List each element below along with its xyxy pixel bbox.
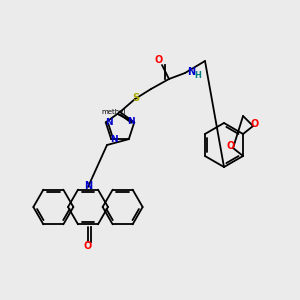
Text: N: N	[128, 117, 135, 126]
Text: methyl: methyl	[101, 110, 125, 116]
Text: H: H	[194, 71, 201, 80]
Text: S: S	[132, 93, 140, 103]
Text: N: N	[110, 135, 118, 144]
Text: O: O	[155, 55, 163, 65]
Text: O: O	[251, 119, 259, 129]
Text: N: N	[84, 181, 92, 191]
Text: N: N	[187, 67, 195, 77]
Text: O: O	[227, 141, 235, 151]
Text: N: N	[105, 118, 112, 127]
Text: O: O	[84, 241, 92, 251]
